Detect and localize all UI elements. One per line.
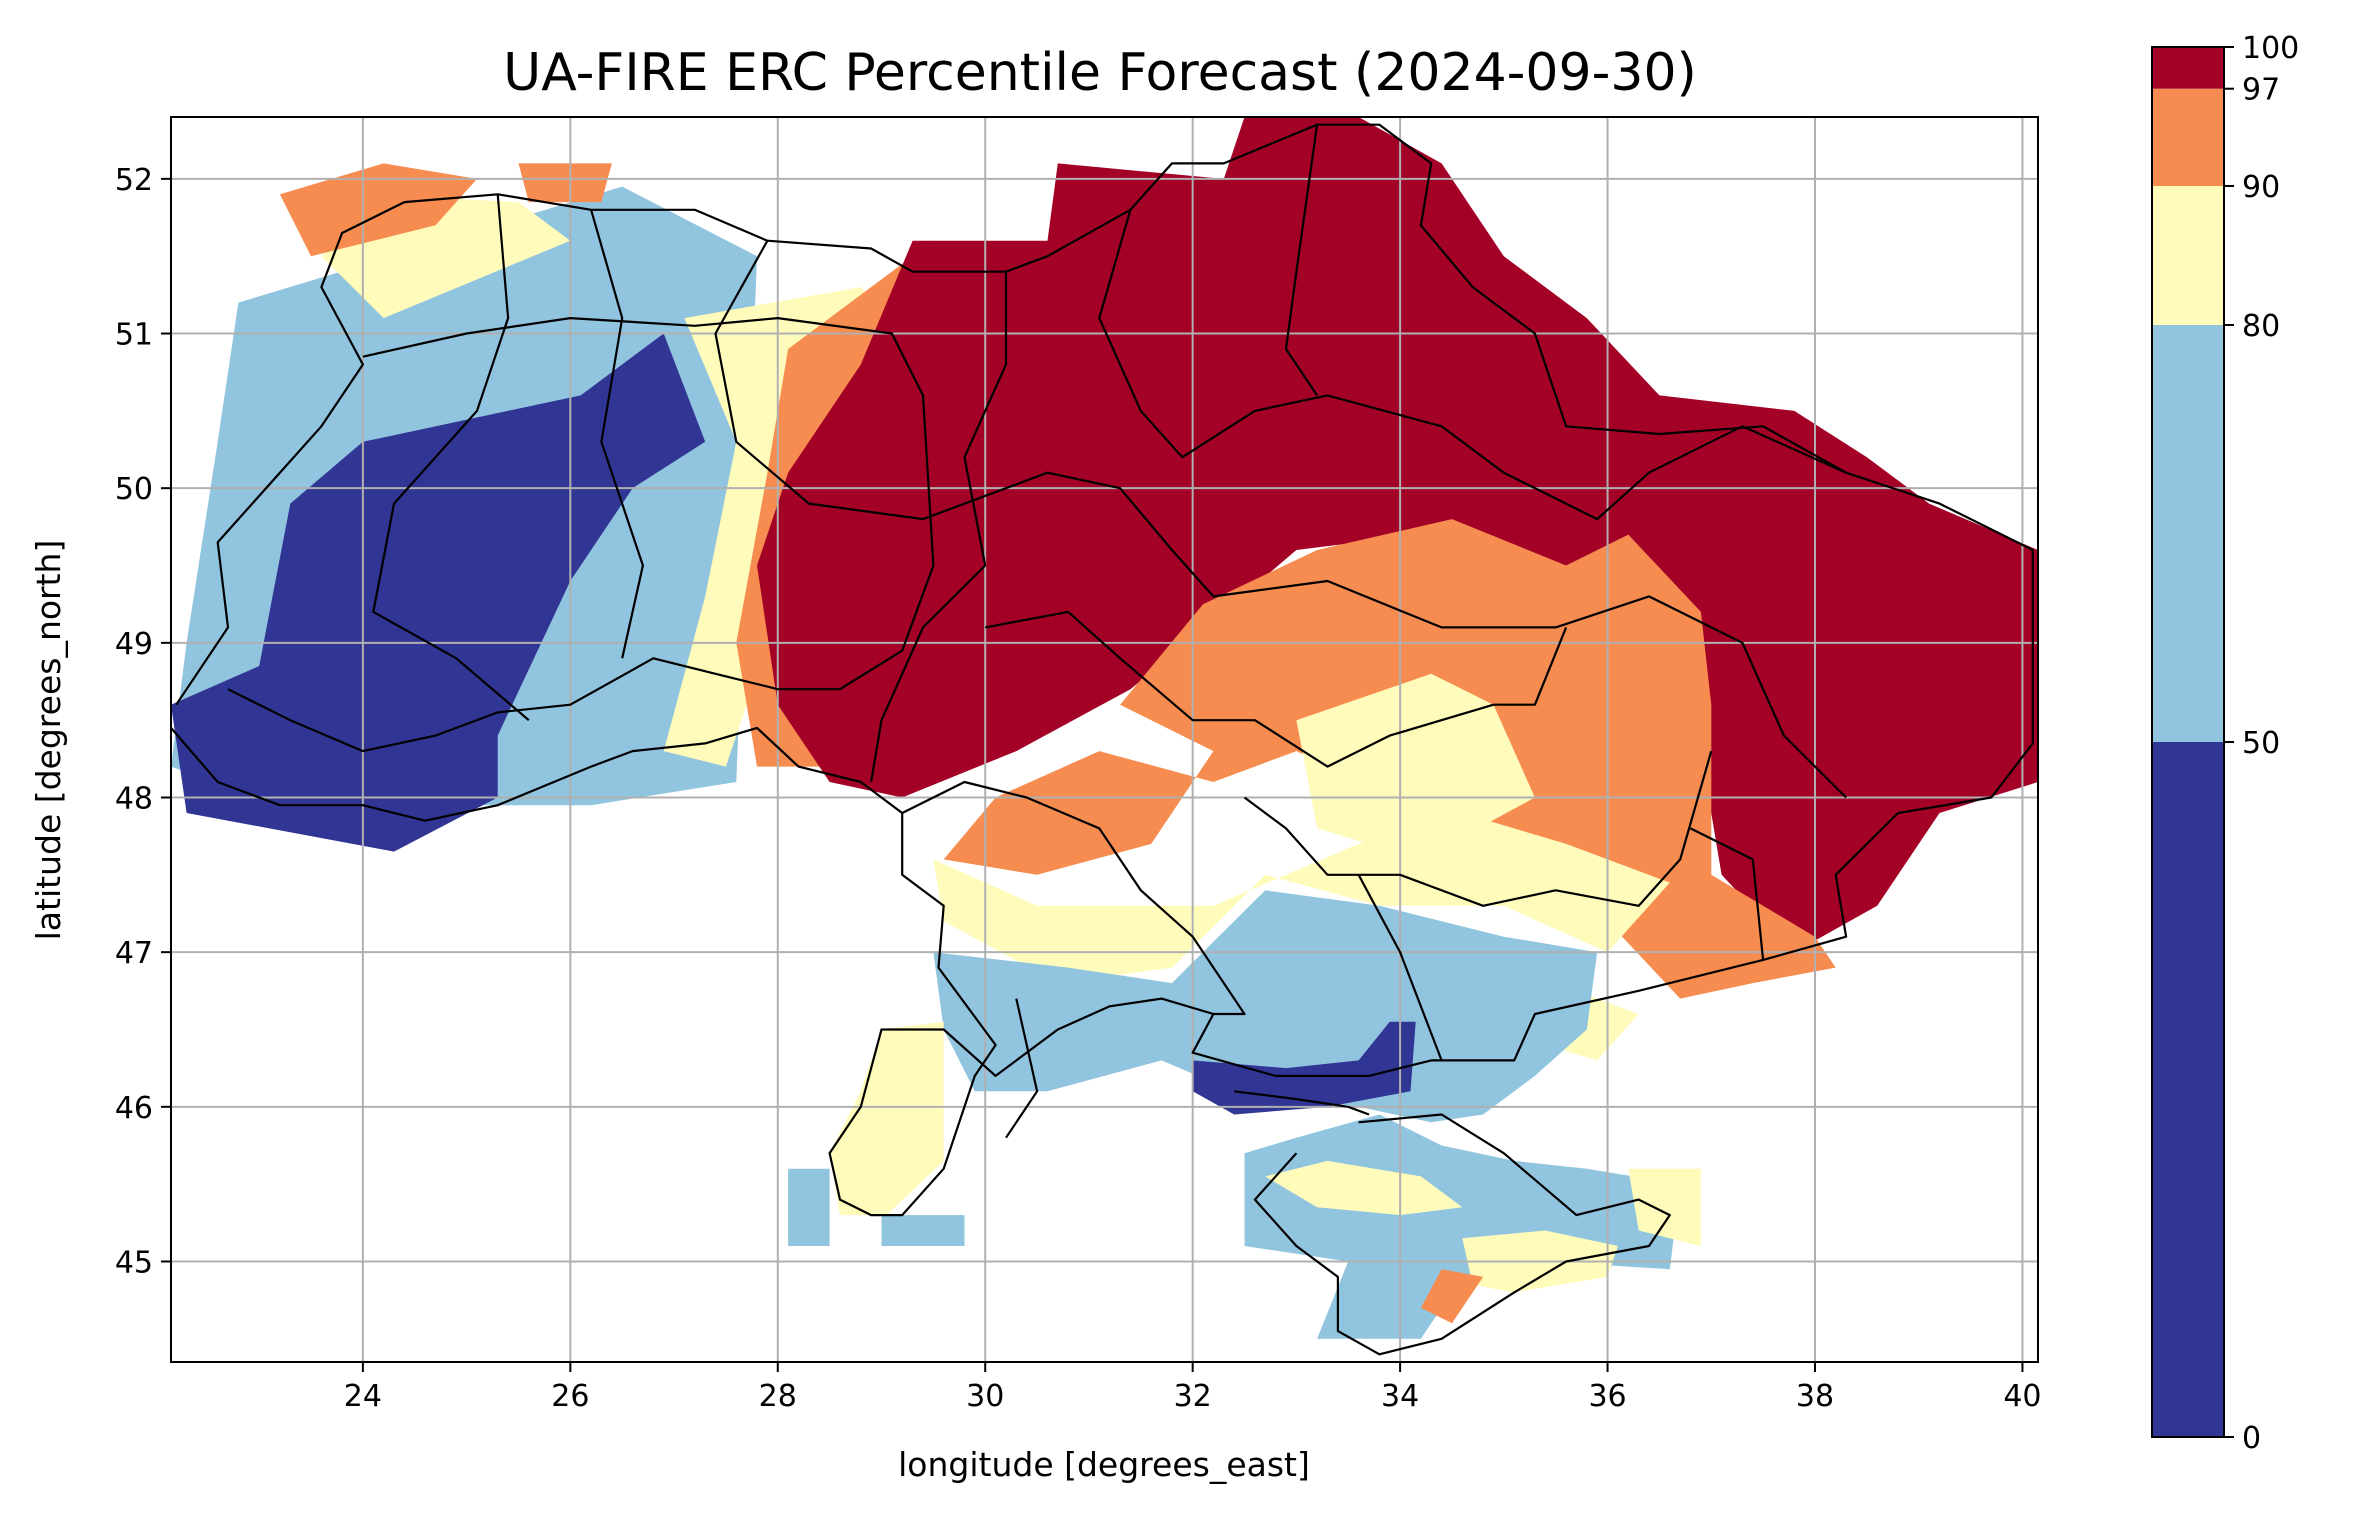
heatmap-region-5 [518,163,612,203]
border-line-10 [984,610,1568,768]
grid-lines [171,117,2038,1362]
y-tick-label: 46 [115,1091,153,1126]
colorbar-tick-label: 50 [2242,726,2280,761]
plot-frame [170,116,2039,1363]
y-tick-label: 50 [115,472,153,507]
border-line-4 [372,194,530,722]
border-line-2 [1234,1090,1370,1116]
x-axis: 24 26 28 30 32 34 36 38 40 [344,1362,2042,1414]
colorbar-bin-0 [2152,742,2224,1437]
heatmap-region-12 [933,890,1598,1123]
border-line-3 [227,317,935,753]
x-tick-label: 36 [1588,1379,1626,1414]
chart-title: UA-FIRE ERC Percentile Forecast (2024-09… [503,43,1697,103]
admin-borders [171,123,2034,1356]
heatmap-region-18 [1265,1160,1463,1216]
heatmap-region-21 [1420,1269,1484,1324]
border-line-9 [1284,124,1319,397]
y-tick-label: 45 [115,1245,153,1280]
heatmap-region-4 [279,163,477,257]
heatmap-region-14 [788,1168,830,1246]
border-line-0 [171,123,2034,1217]
colorbar: 0 50 80 90 97 100 [2151,31,2299,1456]
plot-area [170,116,2039,1363]
border-line-8 [1098,209,1847,521]
heatmap-region-15 [881,1215,965,1246]
x-tick-label: 32 [1174,1379,1212,1414]
x-tick-label: 24 [344,1379,382,1414]
heatmap-region-20 [1628,1168,1701,1246]
colorbar-tick-label: 100 [2242,31,2299,66]
colorbar-tick-label: 90 [2242,170,2280,205]
y-tick-label: 51 [115,318,153,353]
y-axis: 45 46 47 48 49 50 51 52 [115,163,171,1280]
border-line-5 [590,209,645,659]
x-tick-label: 28 [759,1379,797,1414]
x-tick-label: 40 [2003,1379,2041,1414]
border-line-15 [1690,827,1765,961]
y-tick-label: 52 [115,163,153,198]
border-line-13 [1357,874,1443,1061]
colorbar-bin-2 [2152,186,2224,325]
border-line-12 [1243,750,1713,907]
border-line-14 [1005,998,1039,1139]
colorbar-bin-3 [2152,88,2224,186]
y-axis-label: latitude [degrees_north] [29,540,68,941]
y-tick-label: 49 [115,627,153,662]
heatmap-region-1 [171,333,706,852]
border-line-11 [901,780,1246,1016]
colorbar-bin-4 [2152,47,2224,89]
y-tick-label: 48 [115,781,153,816]
x-tick-label: 34 [1381,1379,1419,1414]
y-tick-label: 47 [115,936,153,971]
heatmap-region-10 [1296,673,1535,860]
border-line-6 [714,240,1847,799]
colorbar-tick-label: 97 [2242,73,2280,108]
border-line-1 [1253,1113,1671,1356]
heatmap-region-16 [1192,1021,1416,1115]
heatmap-cells [171,117,2038,1339]
border-line-7 [870,271,1008,783]
x-axis-label: longitude [degrees_east] [898,1445,1310,1484]
colorbar-tick-label: 0 [2242,1421,2261,1456]
x-tick-label: 26 [551,1379,589,1414]
heatmap-region-9 [933,813,1670,984]
x-tick-label: 30 [966,1379,1004,1414]
colorbar-tick-label: 80 [2242,309,2280,344]
colorbar-bin-1 [2152,325,2224,742]
x-tick-label: 38 [1796,1379,1834,1414]
heatmap-region-13 [829,1021,944,1216]
